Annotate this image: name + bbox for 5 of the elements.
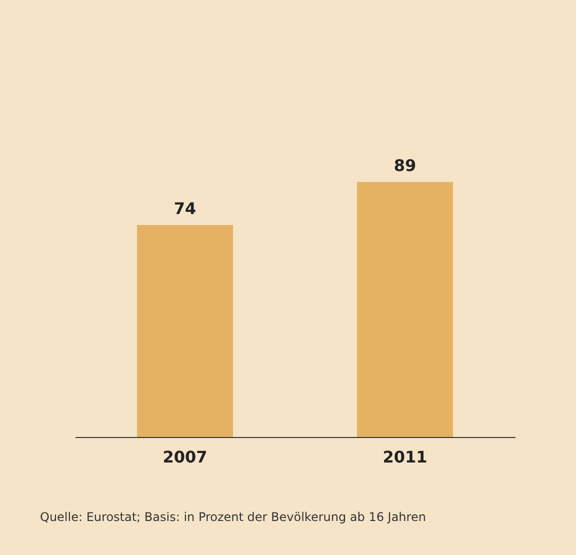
data-label: 74 xyxy=(174,198,196,218)
source-note: Quelle: Eurostat; Basis: in Prozent der Bevölkerung ab 16 Jahren xyxy=(40,510,426,524)
x-tick-label: 2011 xyxy=(382,448,428,466)
data-label: 89 xyxy=(394,156,416,175)
x-tick-label: 2007 xyxy=(162,448,208,466)
